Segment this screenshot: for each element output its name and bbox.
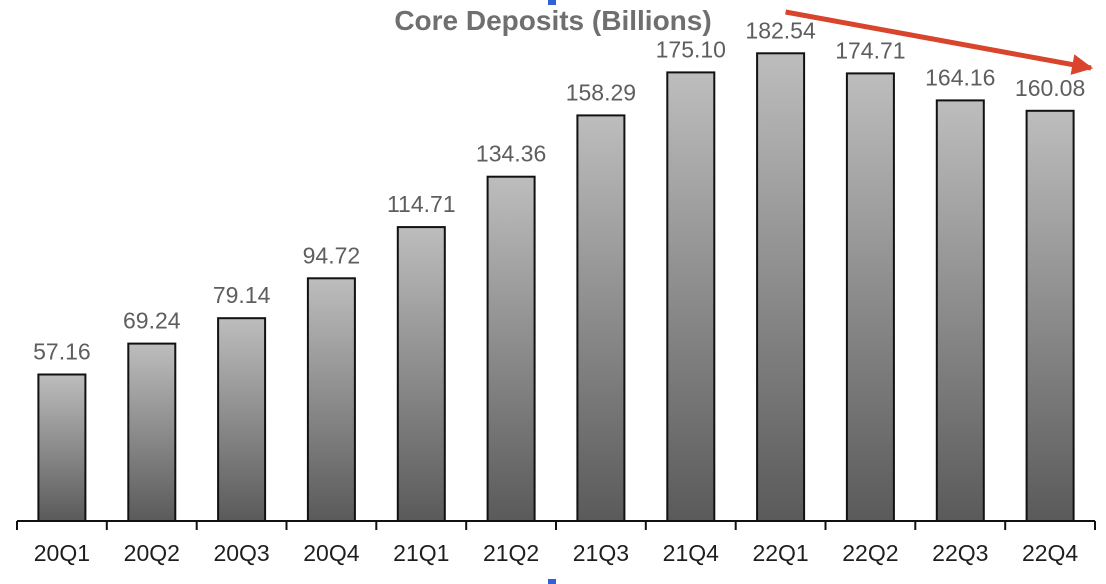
bar-20q3 [217, 317, 267, 523]
tick-label-20q2: 20Q2 [124, 540, 180, 566]
tick-label-20q3: 20Q3 [213, 540, 269, 566]
tick-label-21q1: 21Q1 [393, 540, 449, 566]
bar-21q2 [486, 175, 536, 522]
chart-title: Core Deposits (Billions) [394, 5, 711, 36]
top-selection-marker [548, 0, 556, 5]
bar-21q4 [666, 71, 716, 523]
bar-20q4 [306, 277, 356, 522]
data-label-21q3: 158.29 [566, 79, 636, 105]
tick-label-21q4: 21Q4 [663, 540, 719, 566]
data-label-21q4: 175.10 [656, 36, 726, 62]
data-label-20q3: 79.14 [213, 282, 271, 308]
bar-21q1 [396, 226, 446, 522]
data-label-21q2: 134.36 [476, 141, 546, 167]
data-label-22q1: 182.54 [745, 17, 816, 43]
data-label-22q2: 174.71 [835, 37, 905, 63]
bars-layer: 57.16 69.24 79.14 94.72 114.71 134.36 158.29 17… [33, 17, 1085, 523]
bar-22q4 [1025, 109, 1075, 523]
tick-label-21q2: 21Q2 [483, 540, 539, 566]
bottom-selection-marker [548, 579, 556, 584]
data-label-21q1: 114.71 [387, 191, 456, 217]
bar-22q2 [845, 72, 895, 523]
tick-label-22q1: 22Q1 [752, 540, 808, 566]
data-label-20q1: 57.16 [33, 339, 91, 365]
bar-22q1 [756, 52, 806, 523]
bar-20q2 [127, 342, 177, 522]
tick-label-21q3: 21Q3 [573, 540, 629, 566]
data-label-20q4: 94.72 [303, 242, 361, 268]
annotation-layer [785, 9, 1094, 75]
tick-label-20q1: 20Q1 [34, 540, 90, 566]
tick-label-22q2: 22Q2 [842, 540, 898, 566]
tick-label-22q3: 22Q3 [932, 540, 988, 566]
bar-22q3 [935, 99, 985, 523]
data-label-20q2: 69.24 [123, 308, 181, 334]
bar-21q3 [576, 114, 626, 523]
tick-label-22q4: 22Q4 [1022, 540, 1078, 566]
bar-20q1 [37, 373, 87, 522]
x-axis: 20Q1 20Q2 20Q3 20Q4 21Q1 21Q2 21Q3 21Q4 22Q1 22Q2… [16, 520, 1096, 566]
data-label-22q4: 160.08 [1015, 75, 1085, 101]
data-label-22q3: 164.16 [925, 64, 995, 90]
trend-arrow [785, 9, 1094, 75]
tick-label-20q4: 20Q4 [303, 540, 359, 566]
